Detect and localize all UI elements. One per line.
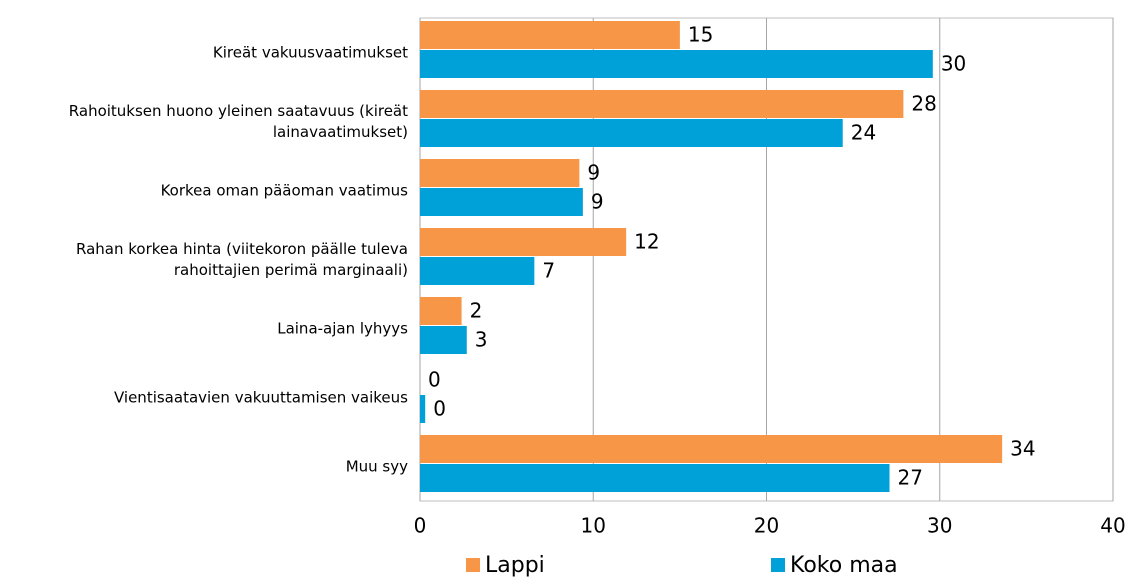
value-label: 30: [941, 52, 966, 76]
value-label: 0: [428, 368, 441, 392]
value-label: 9: [591, 190, 604, 214]
bar: [420, 188, 583, 216]
value-label: 28: [911, 92, 936, 116]
x-tick-label: 20: [754, 514, 779, 538]
value-label: 0: [433, 397, 446, 421]
legend-swatch: [771, 558, 785, 572]
bar: [420, 90, 904, 118]
category-label: Vientisaatavien vakuuttamisen vaikeus: [113, 388, 408, 406]
value-label: 2: [470, 299, 483, 323]
bar: [420, 228, 627, 256]
value-label: 9: [587, 161, 600, 185]
bar: [420, 50, 933, 78]
bar: [420, 297, 462, 325]
bar: [420, 464, 890, 492]
category-label: Muu syy: [345, 457, 408, 475]
value-label: 27: [898, 466, 923, 490]
legend-label: Lappi: [485, 553, 545, 578]
x-tick-label: 40: [1100, 514, 1125, 538]
value-label: 15: [688, 23, 713, 47]
bar: [420, 395, 426, 423]
value-label: 3: [475, 328, 488, 352]
bar: [420, 435, 1003, 463]
bar: [420, 21, 680, 49]
x-tick-label: 30: [927, 514, 952, 538]
value-label: 24: [851, 121, 876, 145]
bar: [420, 119, 843, 147]
category-label: Korkea oman pääoman vaatimus: [160, 181, 408, 199]
x-tick-label: 10: [581, 514, 606, 538]
value-label: 7: [542, 259, 555, 283]
bar: [420, 159, 580, 187]
bar: [420, 257, 535, 285]
value-label: 34: [1010, 437, 1035, 461]
x-tick-label: 0: [414, 514, 427, 538]
bar: [420, 326, 467, 354]
legend-swatch: [466, 558, 480, 572]
category-label: Laina-ajan lyhyys: [277, 319, 408, 337]
value-label: 12: [634, 230, 659, 254]
category-label: Kireät vakuusvaatimukset: [212, 43, 408, 61]
legend-label: Koko maa: [790, 553, 898, 578]
category-label: Rahoituksen huono yleinen saatavuus (kir…: [68, 101, 408, 141]
category-label: Rahan korkea hinta (viitekoron päälle tu…: [76, 239, 408, 279]
